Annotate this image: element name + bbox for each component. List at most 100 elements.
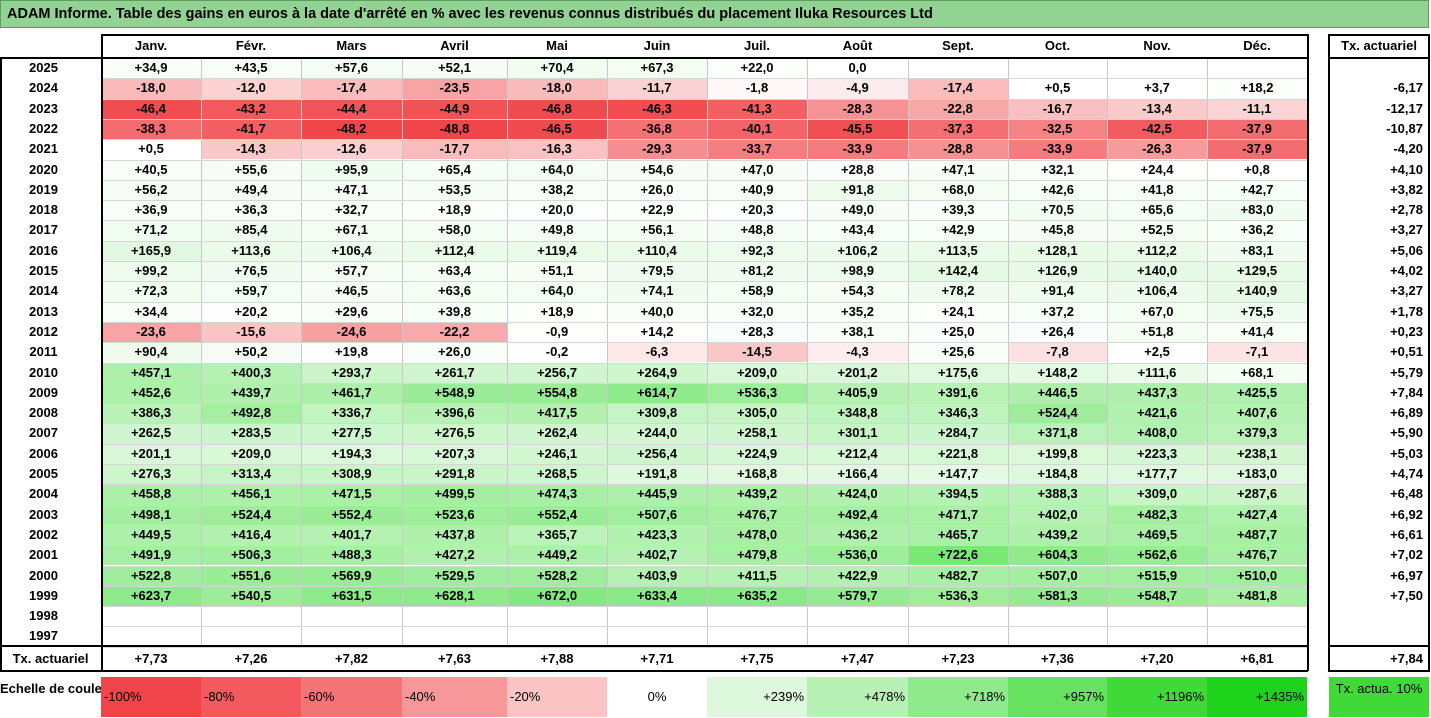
table-cell — [607, 626, 707, 647]
row-rate: +1,78 — [1390, 303, 1423, 319]
month-header: Mars — [336, 38, 367, 53]
table-cell: -43,2 — [201, 98, 301, 119]
table-cell: +142,4 — [908, 261, 1008, 282]
table-cell: +140,0 — [1107, 261, 1207, 282]
table-cell: -23,6 — [101, 321, 201, 343]
table-cell: +42,9 — [908, 220, 1008, 241]
scale-swatch: -80% — [201, 677, 301, 717]
row-rate: +6,92 — [1390, 506, 1423, 522]
table-cell — [707, 626, 807, 647]
grid-line — [402, 58, 403, 647]
table-cell: +63,4 — [402, 261, 507, 282]
table-cell: +184,8 — [1008, 464, 1107, 485]
table-cell: +394,5 — [908, 484, 1008, 505]
table-cell: +481,8 — [1207, 585, 1307, 607]
table-cell: +129,5 — [1207, 261, 1307, 282]
table-cell: +42,7 — [1207, 179, 1307, 201]
table-cell: -7,1 — [1207, 342, 1307, 363]
table-cell: +446,5 — [1008, 382, 1107, 404]
table-cell: +32,0 — [707, 301, 807, 322]
table-cell: +119,4 — [507, 240, 607, 261]
table-cell: +421,6 — [1107, 403, 1207, 424]
table-cell: -33,9 — [1008, 139, 1107, 160]
table-cell: +25,0 — [908, 321, 1008, 343]
table-cell: +604,3 — [1008, 545, 1107, 566]
table-cell: +287,6 — [1207, 484, 1307, 505]
row-year: 2019 — [29, 181, 58, 197]
table-cell: +439,2 — [1008, 524, 1107, 546]
row-rate: +5,03 — [1390, 445, 1423, 461]
scale-label: Echelle de couleur — [0, 681, 115, 696]
table-cell: +262,4 — [507, 423, 607, 444]
row-rate: +5,79 — [1390, 364, 1423, 380]
grid-line — [1207, 58, 1208, 647]
table-cell: +56,2 — [101, 179, 201, 201]
table-cell: +18,9 — [402, 200, 507, 221]
table-cell: +65,6 — [1107, 200, 1207, 221]
table-cell: +411,5 — [707, 565, 807, 586]
table-cell: +2,5 — [1107, 342, 1207, 363]
row-rate: +0,23 — [1390, 323, 1423, 339]
table-cell: +147,7 — [908, 464, 1008, 485]
table-cell: +449,2 — [507, 545, 607, 566]
table-cell: +41,4 — [1207, 321, 1307, 343]
grid-line — [908, 58, 909, 647]
table-cell: +524,4 — [201, 504, 301, 525]
grid-line — [101, 382, 1307, 384]
table-cell: +78,2 — [908, 281, 1008, 302]
table-cell: +83,1 — [1207, 240, 1307, 261]
table-cell: +47,1 — [908, 159, 1008, 180]
table-cell: +43,4 — [807, 220, 908, 241]
month-header: Nov. — [1143, 38, 1171, 53]
grid-line — [101, 261, 1307, 262]
month-header: Avril — [440, 38, 469, 53]
grid-line — [201, 58, 202, 647]
scale-swatch: -60% — [301, 677, 402, 717]
grid-line — [101, 545, 1307, 547]
table-cell: +25,6 — [908, 342, 1008, 363]
table-cell: +471,7 — [908, 504, 1008, 525]
table-cell: +3,7 — [1107, 78, 1207, 99]
table-cell: +53,5 — [402, 179, 507, 201]
footer-rate: +7,26 — [234, 651, 268, 666]
table-cell: -22,2 — [402, 321, 507, 343]
row-rate: +5,90 — [1390, 425, 1423, 441]
footer-total-rate: +7,84 — [1390, 651, 1423, 666]
table-cell: +71,2 — [101, 220, 201, 241]
table-cell: +471,5 — [301, 484, 402, 505]
table-cell: +81,2 — [707, 261, 807, 282]
table-cell: -11,1 — [1207, 98, 1307, 119]
footer-rate: +7,73 — [134, 651, 168, 666]
table-cell: +449,5 — [101, 524, 201, 546]
grid-line — [607, 58, 608, 647]
table-cell: +209,0 — [201, 443, 301, 464]
row-year: 2020 — [29, 161, 58, 177]
table-cell: +408,0 — [1107, 423, 1207, 444]
table-cell: +452,6 — [101, 382, 201, 404]
table-cell — [1107, 626, 1207, 647]
table-cell: -6,3 — [607, 342, 707, 363]
table-cell: +52,5 — [1107, 220, 1207, 241]
grid-line — [101, 524, 1307, 526]
table-cell: +510,0 — [1207, 565, 1307, 586]
row-year: 2008 — [29, 405, 58, 421]
grid-line — [1008, 58, 1009, 647]
table-cell: -0,2 — [507, 342, 607, 363]
grid-line — [101, 585, 1307, 587]
table-cell: +476,7 — [1207, 545, 1307, 566]
table-cell: +308,9 — [301, 464, 402, 485]
table-cell: +256,7 — [507, 362, 607, 383]
grid-line — [101, 443, 1307, 445]
table-cell: +461,7 — [301, 382, 402, 404]
table-cell: +70,4 — [507, 58, 607, 79]
table-cell: +456,1 — [201, 484, 301, 505]
table-cell: +19,8 — [301, 342, 402, 363]
table-cell — [101, 626, 201, 647]
row-rate: +7,50 — [1390, 587, 1423, 603]
table-cell: +64,0 — [507, 281, 607, 302]
table-cell: +469,5 — [1107, 524, 1207, 546]
table-cell: +238,1 — [1207, 443, 1307, 464]
table-cell: -18,0 — [101, 78, 201, 99]
table-cell — [301, 626, 402, 647]
table-cell: +49,8 — [507, 220, 607, 241]
